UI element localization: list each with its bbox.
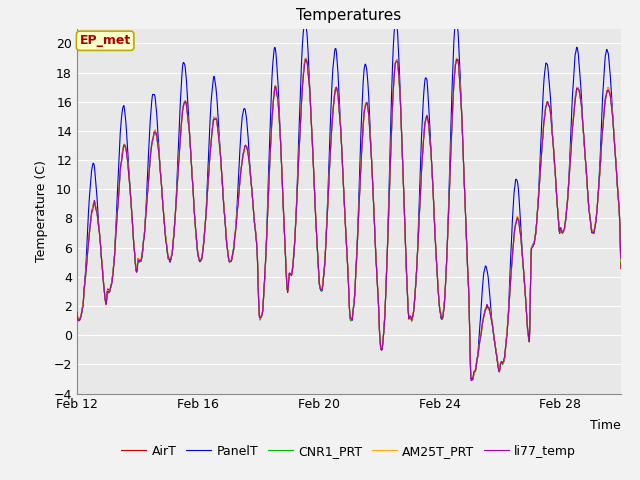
CNR1_PRT xyxy=(301,56,309,61)
AirT xyxy=(316,281,323,287)
CNR1_PRT xyxy=(316,280,323,286)
PanelT xyxy=(73,310,81,315)
PanelT xyxy=(301,17,309,23)
AM25T_PRT xyxy=(302,55,310,60)
li77_temp xyxy=(467,378,475,384)
AirT xyxy=(302,56,310,61)
PanelT xyxy=(307,100,314,106)
AirT xyxy=(423,112,431,118)
AirT xyxy=(617,265,625,271)
AM25T_PRT xyxy=(543,101,550,107)
PanelT xyxy=(363,66,371,72)
Line: AM25T_PRT: AM25T_PRT xyxy=(77,58,621,378)
CNR1_PRT xyxy=(617,260,625,266)
AirT xyxy=(363,99,371,105)
Line: PanelT: PanelT xyxy=(77,20,621,379)
AM25T_PRT xyxy=(105,289,113,295)
Line: CNR1_PRT: CNR1_PRT xyxy=(77,59,621,378)
AirT xyxy=(543,102,550,108)
PanelT xyxy=(468,376,476,382)
CNR1_PRT xyxy=(73,311,81,316)
CNR1_PRT xyxy=(307,104,314,109)
AM25T_PRT xyxy=(363,99,371,105)
PanelT xyxy=(316,281,323,287)
AM25T_PRT xyxy=(468,375,476,381)
CNR1_PRT xyxy=(469,375,477,381)
li77_temp xyxy=(302,56,310,62)
PanelT xyxy=(617,260,625,266)
li77_temp xyxy=(617,256,625,262)
AM25T_PRT xyxy=(316,279,323,285)
AM25T_PRT xyxy=(73,311,81,316)
Legend: AirT, PanelT, CNR1_PRT, AM25T_PRT, li77_temp: AirT, PanelT, CNR1_PRT, AM25T_PRT, li77_… xyxy=(116,440,581,463)
AM25T_PRT xyxy=(423,113,431,119)
CNR1_PRT xyxy=(105,289,113,295)
AM25T_PRT xyxy=(617,258,625,264)
li77_temp xyxy=(363,100,371,106)
PanelT xyxy=(423,76,431,82)
Y-axis label: Temperature (C): Temperature (C) xyxy=(35,160,48,262)
li77_temp xyxy=(307,103,314,108)
AirT xyxy=(467,376,475,382)
AirT xyxy=(307,103,314,108)
CNR1_PRT xyxy=(543,102,550,108)
PanelT xyxy=(543,60,550,66)
li77_temp xyxy=(73,309,81,315)
li77_temp xyxy=(543,103,550,108)
CNR1_PRT xyxy=(363,100,371,106)
Text: Time: Time xyxy=(590,419,621,432)
PanelT xyxy=(105,290,113,296)
li77_temp xyxy=(423,113,431,119)
AirT xyxy=(73,310,81,316)
Title: Temperatures: Temperatures xyxy=(296,9,401,24)
Text: EP_met: EP_met xyxy=(79,34,131,47)
li77_temp xyxy=(316,280,323,286)
li77_temp xyxy=(105,289,113,295)
Line: AirT: AirT xyxy=(77,59,621,379)
AM25T_PRT xyxy=(307,101,314,107)
CNR1_PRT xyxy=(423,112,431,118)
AirT xyxy=(105,289,113,295)
Line: li77_temp: li77_temp xyxy=(77,59,621,381)
